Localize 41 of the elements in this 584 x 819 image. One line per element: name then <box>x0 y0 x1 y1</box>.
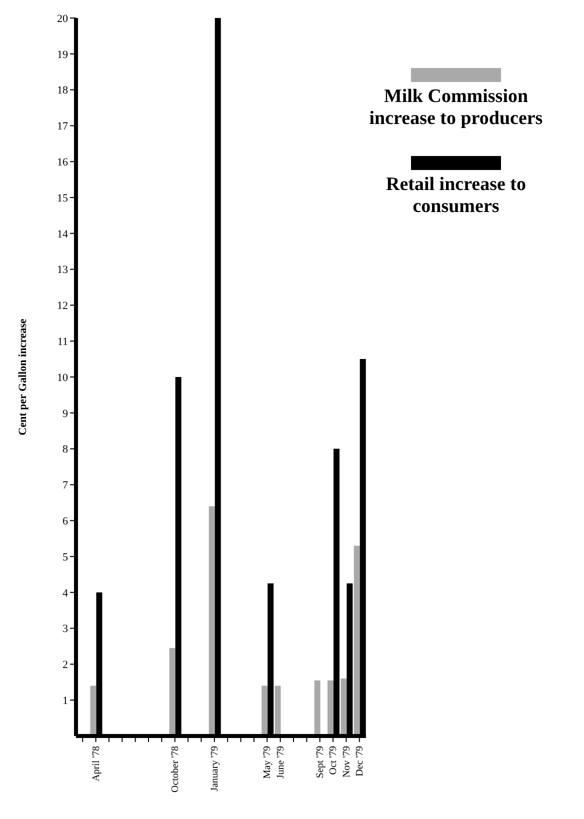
x-tick-label: Sept '79 <box>314 746 326 778</box>
legend-label: Retail increase to consumers <box>385 174 527 218</box>
x-tick-label: Oct '79 <box>328 746 340 775</box>
y-tick-label: 15 <box>57 192 68 204</box>
y-tick-label: 18 <box>57 84 68 97</box>
y-tick-label: 11 <box>57 336 68 348</box>
x-tick-label: Dec '79 <box>354 746 366 776</box>
y-tick-label: 4 <box>62 587 68 600</box>
y-axis-title: Cent per Gallon increase <box>16 318 29 436</box>
x-tick-label: April '78 <box>90 746 102 782</box>
x-tick-label: June '79 <box>275 746 286 779</box>
bar <box>314 680 320 736</box>
y-tick-label: 6 <box>62 516 68 528</box>
y-tick-label: 8 <box>62 444 68 456</box>
y-tick-label: 7 <box>62 480 68 492</box>
y-tick-label: 19 <box>57 48 68 61</box>
bar <box>354 546 360 736</box>
x-tick-label: October '78 <box>170 746 181 793</box>
y-tick-label: 9 <box>62 408 68 420</box>
x-tick-label: May '79 <box>262 746 274 779</box>
bar <box>274 686 281 736</box>
y-tick-label: 1 <box>62 695 68 708</box>
y-tick-label: 3 <box>62 623 68 636</box>
y-tick-label: 16 <box>57 156 68 169</box>
y-tick-label: 12 <box>57 300 68 312</box>
bar <box>340 678 347 736</box>
y-tick-label: 13 <box>57 264 68 276</box>
y-tick-label: 14 <box>57 228 68 240</box>
x-tick-label: January '79 <box>210 746 221 792</box>
y-tick-label: 20 <box>57 12 68 25</box>
bar <box>169 648 176 736</box>
y-tick-label: 2 <box>62 659 68 672</box>
bar <box>328 680 334 736</box>
y-tick-label: 10 <box>57 372 68 384</box>
bar <box>262 686 268 736</box>
bar <box>90 686 96 736</box>
y-tick-label: 17 <box>57 120 68 133</box>
legend-label: Milk Commission increase to producers <box>368 86 544 130</box>
bar <box>208 506 215 736</box>
y-tick-label: 5 <box>62 551 68 564</box>
x-tick-label: Nov '79 <box>341 746 352 778</box>
